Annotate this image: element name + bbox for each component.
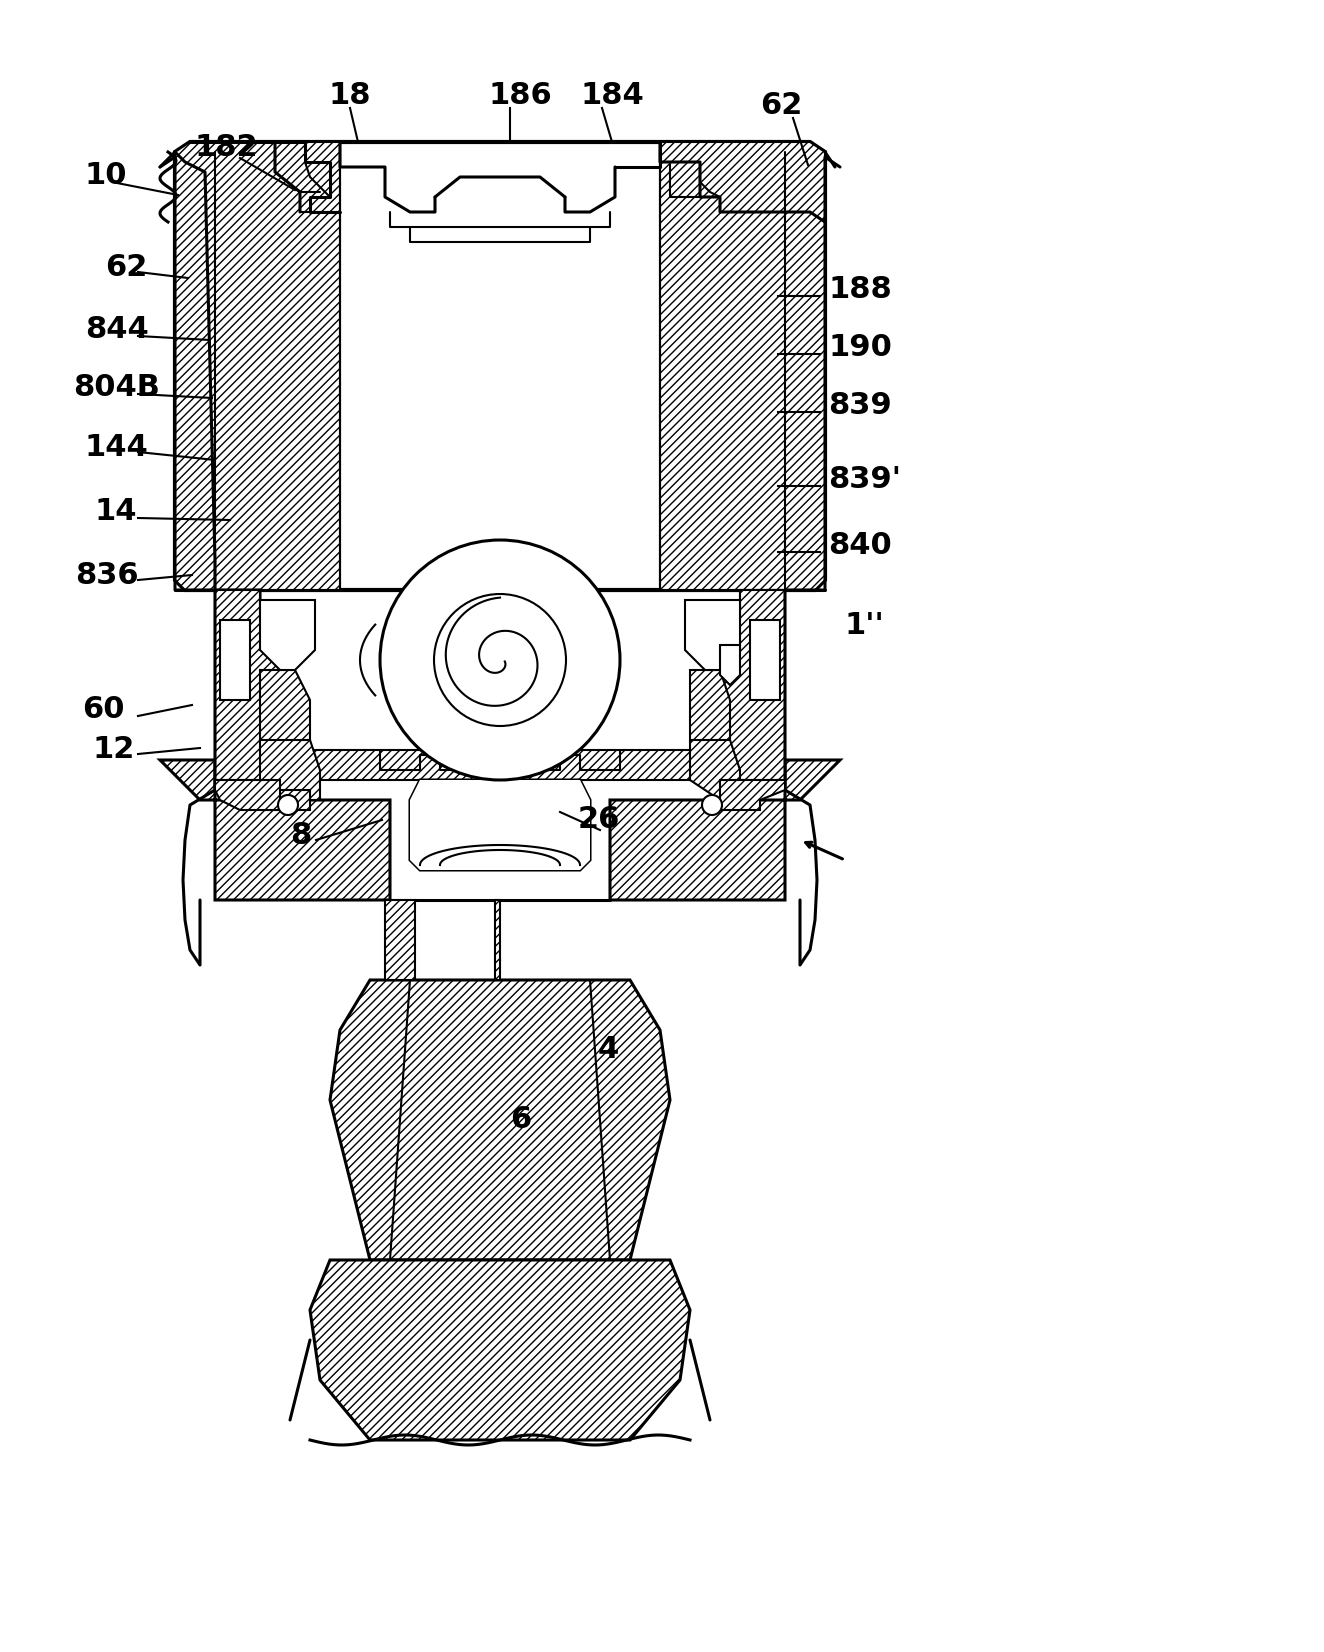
Polygon shape (720, 644, 740, 686)
Polygon shape (659, 142, 825, 590)
Text: 8: 8 (290, 821, 311, 849)
Text: 26: 26 (579, 806, 621, 834)
Polygon shape (160, 760, 391, 900)
Polygon shape (385, 900, 414, 980)
Text: 14: 14 (95, 497, 138, 527)
Polygon shape (330, 980, 670, 1260)
Text: 6: 6 (510, 1105, 531, 1135)
Polygon shape (310, 1260, 690, 1441)
Polygon shape (610, 760, 839, 900)
Text: 804B: 804B (73, 373, 160, 403)
Polygon shape (214, 780, 279, 809)
Polygon shape (220, 620, 250, 700)
Text: 184: 184 (580, 81, 643, 109)
Polygon shape (214, 590, 279, 780)
Circle shape (380, 540, 620, 780)
Text: 844: 844 (85, 316, 148, 345)
Text: 12: 12 (91, 735, 134, 765)
Polygon shape (175, 142, 825, 590)
Text: 144: 144 (85, 433, 148, 463)
Circle shape (702, 795, 722, 814)
Polygon shape (720, 590, 785, 780)
Text: 190: 190 (828, 334, 892, 362)
Polygon shape (749, 620, 780, 700)
Polygon shape (720, 780, 785, 809)
Polygon shape (690, 671, 730, 765)
Polygon shape (260, 740, 320, 800)
Text: 186: 186 (489, 81, 552, 109)
Polygon shape (495, 900, 500, 980)
Polygon shape (260, 671, 310, 760)
Text: 18: 18 (328, 81, 371, 109)
Polygon shape (265, 790, 310, 809)
Polygon shape (410, 780, 591, 871)
Text: 840: 840 (828, 532, 892, 560)
Text: 1'': 1'' (845, 611, 884, 639)
Text: 839': 839' (828, 466, 902, 494)
Polygon shape (175, 142, 340, 590)
Text: 62: 62 (105, 253, 147, 282)
Text: 60: 60 (82, 695, 124, 725)
Text: 839: 839 (828, 392, 892, 421)
Text: 836: 836 (75, 562, 139, 590)
Circle shape (278, 795, 298, 814)
Text: 10: 10 (85, 160, 127, 190)
Polygon shape (690, 740, 740, 800)
Text: 4: 4 (598, 1036, 620, 1064)
Polygon shape (279, 750, 720, 780)
Polygon shape (410, 780, 591, 871)
Polygon shape (685, 600, 740, 671)
Text: 62: 62 (760, 91, 802, 119)
Text: 188: 188 (828, 276, 892, 304)
Text: 182: 182 (195, 134, 258, 162)
Polygon shape (260, 600, 315, 671)
